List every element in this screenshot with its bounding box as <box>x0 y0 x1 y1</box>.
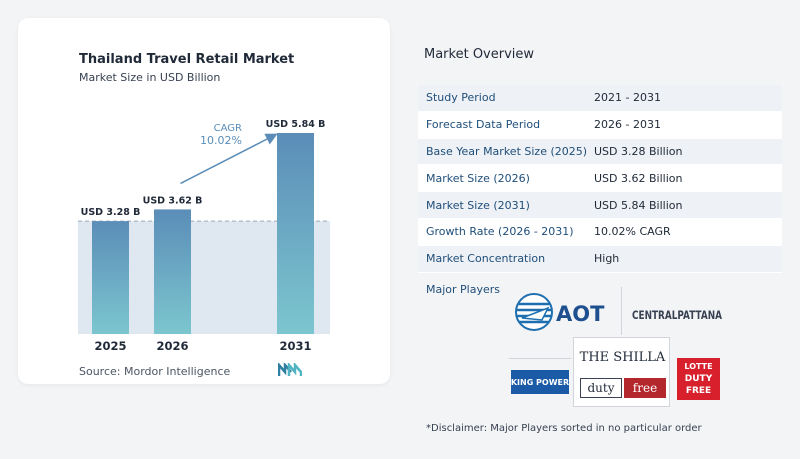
x-tick-label: 2031 <box>279 339 311 353</box>
logo-divider <box>621 287 622 335</box>
overview-label: Growth Rate (2026 - 2031) <box>426 225 574 239</box>
bar-2026 <box>154 209 191 334</box>
bar-data-label: USD 3.28 B <box>81 207 141 218</box>
source-text: Source: Mordor Intelligence <box>79 365 231 378</box>
overview-row: Base Year Market Size (2025) USD 3.28 Bil… <box>418 138 782 166</box>
x-tick-label: 2025 <box>94 339 126 353</box>
centralpattana-text: CENTRALPATTANA <box>632 308 722 322</box>
overview-label: Market Size (2031) <box>426 198 530 212</box>
shilla-free-text: free <box>624 378 666 398</box>
lotte-logo: LOTTE DUTY FREE <box>677 358 720 400</box>
kingpower-logo: KING POWER <box>511 370 569 394</box>
aot-logo: AOT <box>515 293 605 331</box>
overview-value: 10.02% CAGR <box>594 225 671 239</box>
lotte-text-3: FREE <box>685 386 712 396</box>
centralpattana-logo: CENTRALPATTANA <box>632 308 722 322</box>
overview-row: Forecast Data Period 2026 - 2031 <box>418 111 782 139</box>
mordor-logo-icon <box>278 363 302 376</box>
bar-2031 <box>277 133 314 334</box>
overview-row: Study Period 2021 - 2031 <box>418 85 782 112</box>
overview-value: USD 3.62 Billion <box>594 171 683 185</box>
overview-row: Market Size (2026) USD 3.62 Billion <box>418 165 782 193</box>
x-tick-label: 2026 <box>156 339 188 353</box>
shilla-top-text: THE SHILLA <box>579 350 666 365</box>
overview-table: Study Period 2021 - 2031 Forecast Data Pe… <box>418 85 782 273</box>
kingpower-text: KING POWER <box>511 378 569 387</box>
overview-label: Forecast Data Period <box>426 118 541 132</box>
overview-label: Market Concentration <box>426 252 546 266</box>
bar-data-label: USD 3.62 B <box>143 195 203 206</box>
overview-row: Market Size (2031) USD 5.84 Billion <box>418 192 782 219</box>
chart-subtitle: Market Size in USD Billion <box>79 71 221 84</box>
overview-row: Market Concentration High <box>418 245 782 273</box>
lotte-text-1: LOTTE <box>684 362 713 371</box>
shilla-logo: THE SHILLA duty free <box>573 337 670 407</box>
bar-2025 <box>92 221 129 334</box>
major-players-label: Major Players <box>426 283 500 296</box>
overview-label: Base Year Market Size (2025) <box>426 144 588 158</box>
overview-value: 2026 - 2031 <box>594 118 661 132</box>
cagr-arrow <box>180 133 278 185</box>
chart-title: Thailand Travel Retail Market <box>79 52 295 67</box>
overview-value: High <box>594 252 620 266</box>
aot-logo-text: AOT <box>556 302 605 326</box>
logo-divider <box>509 358 571 359</box>
overview-row: Growth Rate (2026 - 2031) 10.02% CAGR <box>418 218 782 246</box>
lotte-text-2: DUTY <box>684 374 713 384</box>
overview-title: Market Overview <box>424 47 535 62</box>
overview-value: USD 3.28 Billion <box>594 144 683 158</box>
overview-value: 2021 - 2031 <box>594 91 661 105</box>
disclaimer-text: *Disclaimer: Major Players sorted in no … <box>426 423 702 434</box>
shilla-duty-text: duty <box>580 378 622 398</box>
cagr-value: 10.02% <box>200 134 242 147</box>
bar-data-label: USD 5.84 B <box>266 119 326 130</box>
overview-label: Study Period <box>426 91 496 105</box>
cagr-label: CAGR <box>214 123 242 134</box>
overview-label: Market Size (2026) <box>426 171 530 185</box>
overview-value: USD 5.84 Billion <box>594 198 683 212</box>
